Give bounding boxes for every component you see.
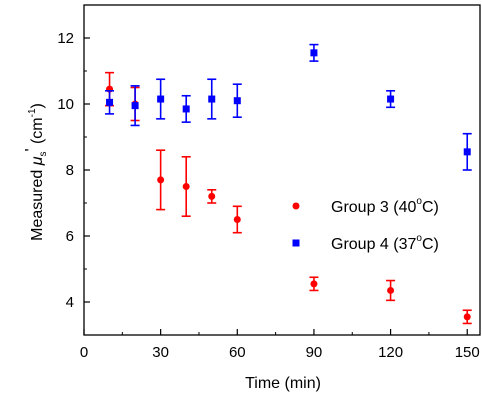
- y-tick-label: 10: [57, 96, 74, 113]
- legend-label-group-3: Group 3 (40oC): [331, 196, 439, 216]
- series-layer: [105, 43, 472, 325]
- x-tick-label: 120: [378, 344, 403, 361]
- y-axis-title: Measured μs' (cm-1): [23, 103, 49, 241]
- x-tick-label: 90: [306, 344, 323, 361]
- data-point: [208, 95, 216, 103]
- data-point: [463, 148, 471, 156]
- data-point: [157, 95, 165, 103]
- y-axis-title-prefix: Measured: [29, 165, 46, 241]
- data-point: [208, 192, 216, 200]
- legend-marker-group-4: [292, 239, 300, 247]
- x-axis: 0 30 60 90 120 150: [80, 329, 480, 361]
- legend: Group 3 (40oC) Group 4 (37oC): [292, 196, 439, 253]
- y-axis-title-unit-open: (cm: [29, 117, 46, 148]
- data-point: [157, 176, 165, 184]
- data-point: [106, 98, 114, 106]
- data-point: [182, 183, 190, 190]
- y-axis: 4 6 8 10 12: [57, 30, 90, 311]
- y-tick-label: 8: [66, 162, 74, 179]
- data-point: [463, 313, 471, 321]
- x-tick-label: 150: [455, 344, 480, 361]
- y-tick-label: 6: [66, 228, 74, 245]
- data-point: [233, 97, 241, 105]
- y-tick-label: 12: [57, 30, 74, 47]
- x-tick-label: 0: [80, 344, 88, 361]
- legend-label-group-4: Group 4 (37oC): [331, 233, 439, 253]
- y-axis-title-prime: ': [23, 148, 40, 151]
- y-axis-title-unit-close: ): [29, 103, 46, 108]
- data-point: [310, 280, 318, 288]
- y-axis-title-unit-exp: -1: [27, 108, 38, 117]
- series-group-4: [105, 43, 472, 171]
- data-point: [233, 216, 241, 223]
- y-axis-title-symbol: μ: [29, 156, 46, 166]
- data-point: [387, 95, 395, 103]
- legend-marker-group-3: [292, 202, 300, 210]
- plot-border: [83, 4, 481, 336]
- y-axis-title-subscript: s: [38, 152, 49, 157]
- data-point: [182, 105, 190, 113]
- y-tick-label: 4: [66, 294, 74, 311]
- plot-frame: [83, 4, 481, 336]
- x-tick-label: 60: [229, 344, 246, 361]
- data-point: [387, 286, 395, 294]
- data-point: [131, 102, 139, 110]
- x-axis-title: Time (min): [245, 375, 321, 392]
- data-point: [310, 49, 318, 57]
- x-tick-label: 30: [152, 344, 169, 361]
